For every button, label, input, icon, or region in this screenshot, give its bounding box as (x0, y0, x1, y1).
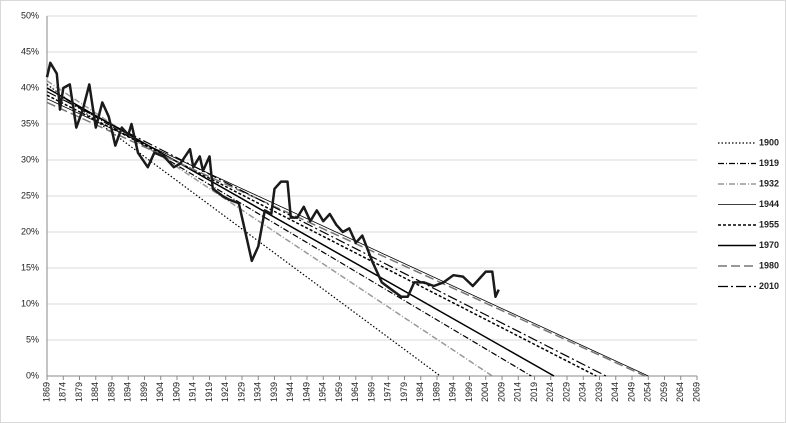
x-tick-label: 1924 (220, 382, 230, 402)
y-tick-label: 35% (21, 118, 39, 128)
y-tick-label: 10% (21, 298, 39, 308)
y-tick-label: 20% (21, 226, 39, 236)
x-tick-label: 1934 (253, 382, 263, 402)
x-tick-label: 1964 (350, 382, 360, 402)
x-tick-label: 1984 (415, 382, 425, 402)
y-tick-label: 50% (21, 10, 39, 20)
x-tick-label: 1959 (334, 382, 344, 402)
x-tick-label: 2034 (578, 382, 588, 402)
y-tick-label: 0% (26, 370, 39, 380)
series-line (46, 91, 607, 377)
legend-label: 1900 (759, 137, 779, 147)
x-tick-label: 1904 (155, 382, 165, 402)
x-tick-label: 1889 (106, 382, 116, 402)
legend-label: 1944 (759, 199, 779, 209)
x-tick-label: 2004 (480, 382, 490, 402)
x-tick-label: 1884 (90, 382, 100, 402)
x-tick-label: 1899 (139, 382, 149, 402)
x-tick-label: 2064 (675, 382, 685, 402)
legend-label: 1932 (759, 178, 779, 188)
x-tick-label: 1879 (74, 382, 84, 402)
x-tick-label: 1929 (236, 382, 246, 402)
x-tick-label: 1944 (285, 382, 295, 402)
x-tick-label: 1914 (188, 382, 198, 402)
legend-label: 1919 (759, 158, 779, 168)
series-line (46, 87, 555, 377)
y-tick-label: 40% (21, 82, 39, 92)
y-tick-label: 5% (26, 334, 39, 344)
series-line (45, 61, 500, 299)
y-tick-label: 30% (21, 154, 39, 164)
x-tick-label: 1894 (123, 382, 133, 402)
series-line (46, 101, 646, 377)
x-tick-label: 2024 (545, 382, 555, 402)
x-tick-label: 2044 (610, 382, 620, 402)
x-tick-label: 1989 (431, 382, 441, 402)
y-tick-label: 15% (21, 262, 39, 272)
x-tick-label: 1994 (448, 382, 458, 402)
y-tick-label: 45% (21, 46, 39, 56)
x-tick-label: 2019 (529, 382, 539, 402)
x-tick-label: 1939 (269, 382, 279, 402)
x-tick-label: 1954 (318, 382, 328, 402)
x-tick-label: 2054 (643, 382, 653, 402)
legend-label: 2010 (759, 281, 779, 291)
x-tick-label: 2039 (594, 382, 604, 402)
x-tick-label: 1919 (204, 382, 214, 402)
x-tick-label: 2029 (561, 382, 571, 402)
x-tick-label: 2049 (626, 382, 636, 402)
x-tick-label: 1874 (58, 382, 68, 402)
x-tick-label: 1869 (41, 382, 51, 402)
x-tick-label: 1909 (171, 382, 181, 402)
series-line (46, 94, 597, 377)
x-tick-label: 1949 (301, 382, 311, 402)
x-tick-label: 1974 (383, 382, 393, 402)
x-tick-label: 1999 (464, 382, 474, 402)
x-tick-label: 2059 (659, 382, 669, 402)
x-tick-label: 2069 (691, 382, 701, 402)
legend-label: 1955 (759, 219, 779, 229)
y-tick-label: 25% (21, 190, 39, 200)
x-tick-label: 1979 (399, 382, 409, 402)
x-tick-label: 2014 (513, 382, 523, 402)
legend-label: 1970 (759, 240, 779, 250)
legend-label: 1980 (759, 260, 779, 270)
x-tick-label: 2009 (496, 382, 506, 402)
x-tick-label: 1969 (366, 382, 376, 402)
